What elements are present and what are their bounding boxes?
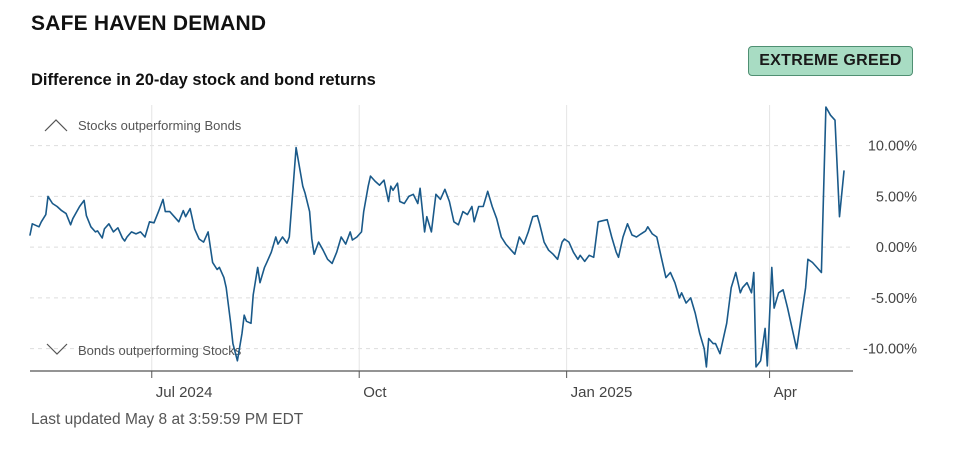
- chart-subtitle: Difference in 20-day stock and bond retu…: [31, 71, 376, 89]
- line-chart: Stocks outperforming Bonds Bonds outperf…: [29, 105, 917, 400]
- y-tick-label: -10.00%: [863, 342, 917, 358]
- x-tick-label: Apr: [774, 384, 797, 400]
- series-line: [29, 106, 845, 368]
- series-layer: [29, 106, 845, 368]
- chevron-up-icon: [44, 119, 68, 132]
- annotation-top: Stocks outperforming Bonds: [78, 118, 242, 133]
- tick-layer: 10.00% 5.00% 0.00% -5.00% -10.00% Jul 2024 Oct…: [151, 139, 917, 400]
- annotation-bottom: Bonds outperforming Stocks: [78, 343, 242, 358]
- last-updated: Last updated May 8 at 3:59:59 PM EDT: [31, 411, 304, 428]
- grid-layer: [30, 105, 853, 371]
- y-tick-label: 5.00%: [876, 189, 917, 205]
- y-tick-label: 10.00%: [868, 139, 917, 155]
- status-badge: EXTREME GREED: [748, 46, 913, 76]
- y-tick-label: 0.00%: [876, 240, 917, 256]
- annotation-layer: Stocks outperforming Bonds Bonds outperf…: [44, 118, 242, 358]
- x-tick-label: Jul 2024: [156, 384, 213, 400]
- y-tick-label: -5.00%: [871, 291, 917, 307]
- x-tick-label: Jan 2025: [571, 384, 633, 400]
- chevron-down-icon: [46, 343, 68, 355]
- x-tick-label: Oct: [363, 384, 387, 400]
- page-title: SAFE HAVEN DEMAND: [31, 12, 267, 35]
